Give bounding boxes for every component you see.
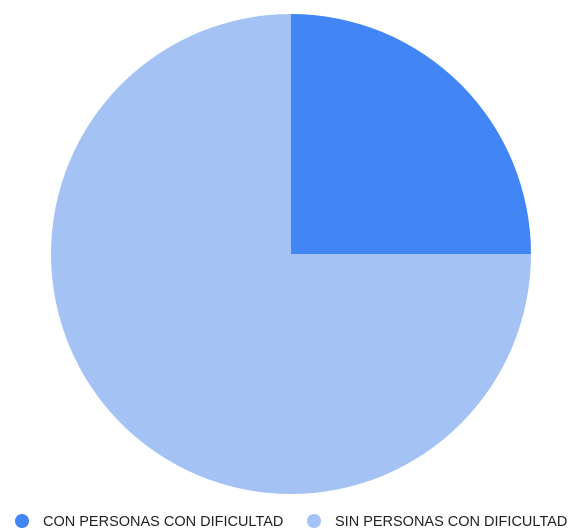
legend-label-sin-personas: SIN PERSONAS CON DIFICULTAD <box>335 514 567 530</box>
legend-label-con-personas: CON PERSONAS CON DIFICULTAD <box>43 514 283 530</box>
chart-legend: CON PERSONAS CON DIFICULTAD SIN PERSONAS… <box>15 514 567 530</box>
legend-marker-sin-personas <box>307 514 321 528</box>
pie-slices <box>51 14 531 494</box>
pie-slice-con-personas[interactable] <box>291 14 531 254</box>
legend-item-sin-personas[interactable]: SIN PERSONAS CON DIFICULTAD <box>307 514 567 530</box>
pie-slice-sin-personas[interactable] <box>51 14 531 494</box>
legend-item-con-personas[interactable]: CON PERSONAS CON DIFICULTAD <box>15 514 283 530</box>
legend-marker-con-personas <box>15 514 29 528</box>
